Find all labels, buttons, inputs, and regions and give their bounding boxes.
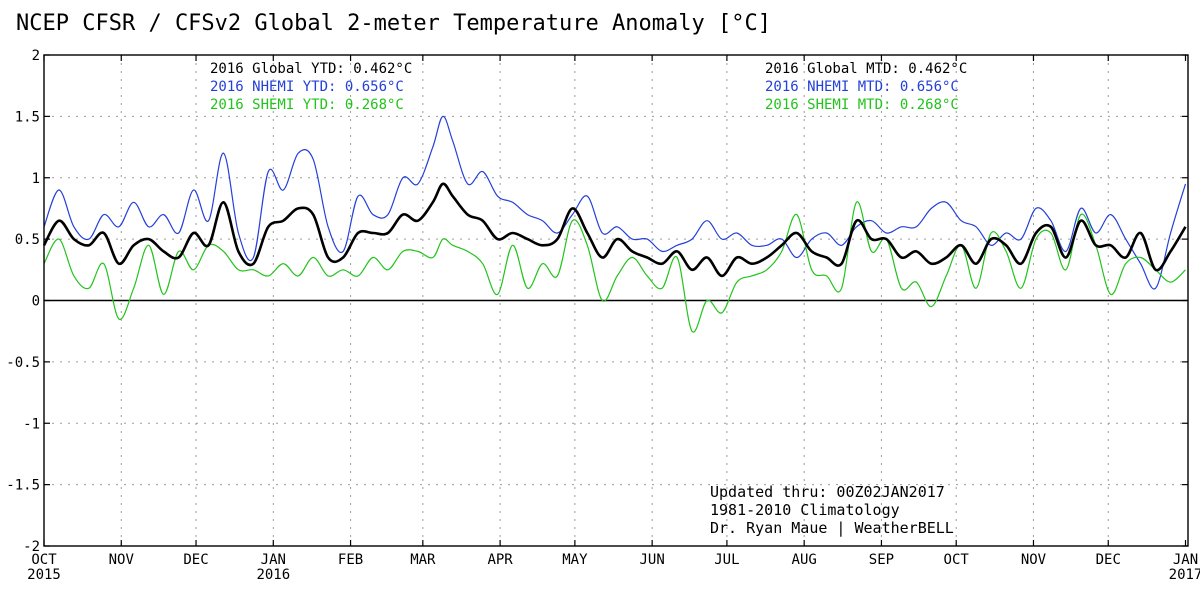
- x-tick-label: NOV: [109, 552, 135, 568]
- note-updated: Updated thru: 00Z02JAN2017: [710, 483, 945, 501]
- x-tick-label: FEB: [338, 552, 363, 568]
- series-line-shemi: [43, 201, 1186, 333]
- x-tick-label: DEC: [183, 552, 208, 568]
- x-tick-label: AUG: [792, 552, 817, 568]
- y-tick-label: 1.5: [15, 109, 40, 125]
- x-tick-label: DEC: [1096, 552, 1121, 568]
- x-tick-label: JAN: [261, 552, 286, 568]
- y-tick-label: -0.5: [6, 355, 40, 371]
- x-tick-label: NOV: [1021, 552, 1047, 568]
- note-climatology: 1981-2010 Climatology: [710, 501, 900, 519]
- x-tick-label: OCT: [944, 552, 970, 568]
- stat-ytd-global: 2016 Global YTD: 0.462°C: [210, 61, 412, 77]
- y-tick-label: -2: [23, 539, 40, 555]
- x-tick-label: JUN: [639, 552, 664, 568]
- x-tick-label: APR: [487, 552, 513, 568]
- stat-ytd-shemi: 2016 SHEMI YTD: 0.268°C: [210, 97, 404, 113]
- y-tick-label: 0: [32, 294, 40, 310]
- x-tick-label: MAY: [562, 552, 588, 568]
- series-line-nhemi: [43, 115, 1187, 290]
- x-tick-label: MAR: [410, 552, 436, 568]
- chart-title: NCEP CFSR / CFSv2 Global 2-meter Tempera…: [16, 11, 771, 36]
- y-tick-label: -1.5: [6, 478, 40, 494]
- stat-ytd-nhemi: 2016 NHEMI YTD: 0.656°C: [210, 79, 404, 95]
- ytd-stats: 2016 Global YTD: 0.462°C 2016 NHEMI YTD:…: [210, 61, 412, 113]
- series-layer: [42, 115, 1187, 333]
- stat-mtd-shemi: 2016 SHEMI MTD: 0.268°C: [765, 97, 959, 113]
- x-tick-label: JUL: [714, 552, 739, 568]
- y-tick-label: 0.5: [15, 232, 40, 248]
- mtd-stats: 2016 Global MTD: 0.462°C 2016 NHEMI MTD:…: [765, 61, 967, 113]
- stat-mtd-nhemi: 2016 NHEMI MTD: 0.656°C: [765, 79, 959, 95]
- info-notes: Updated thru: 00Z02JAN2017 1981-2010 Cli…: [710, 483, 954, 537]
- note-author: Dr. Ryan Maue | WeatherBELL: [710, 519, 954, 537]
- x-tick-year-label: 2017: [1169, 567, 1200, 583]
- x-tick-label: JAN: [1173, 552, 1198, 568]
- x-tick-year-label: 2015: [27, 567, 61, 583]
- series-line-global: [42, 182, 1187, 278]
- x-tick-label: SEP: [869, 552, 894, 568]
- y-tick-label: -1: [23, 416, 40, 432]
- x-tick-label: OCT: [31, 552, 57, 568]
- y-tick-label: 1: [32, 171, 40, 187]
- y-tick-label: 2: [32, 48, 40, 64]
- stat-mtd-global: 2016 Global MTD: 0.462°C: [765, 61, 967, 77]
- x-tick-year-label: 2016: [256, 567, 290, 583]
